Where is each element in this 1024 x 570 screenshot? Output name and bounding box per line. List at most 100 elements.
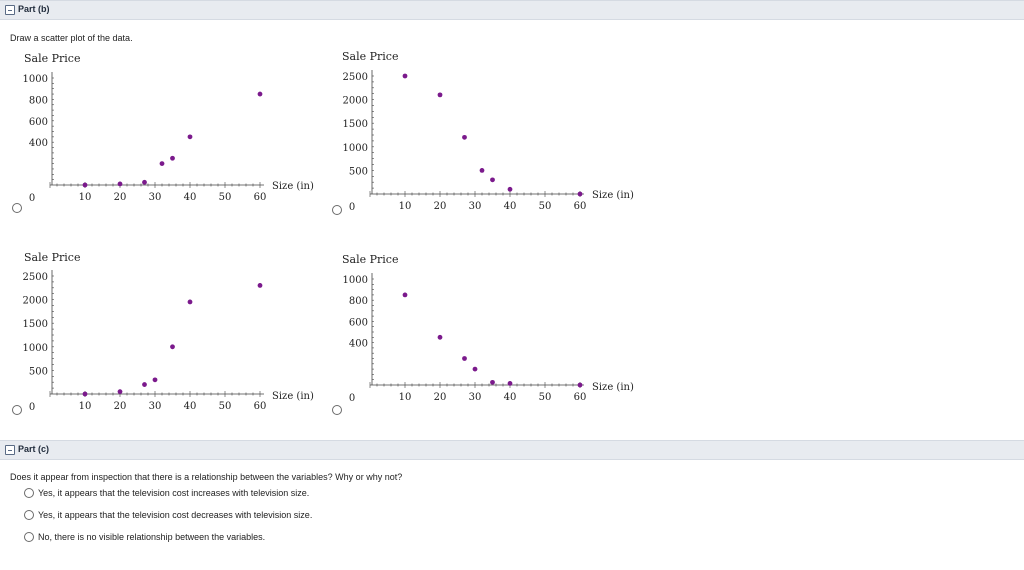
x-tick-label: 20	[434, 201, 447, 212]
y-tick-label: 2500	[343, 72, 368, 83]
part-b-header[interactable]: Part (b)	[0, 0, 1024, 20]
data-point	[472, 366, 478, 372]
data-point	[490, 379, 495, 385]
x-tick-label: 0	[29, 193, 35, 204]
part-b-prompt: Draw a scatter plot of the data.	[10, 33, 133, 43]
data-point	[117, 181, 123, 187]
answer-radio[interactable]	[24, 532, 34, 542]
data-point	[170, 344, 175, 350]
y-tick-label: 600	[29, 117, 48, 128]
y-tick-label: 400	[349, 339, 368, 350]
y-tick-label: 500	[29, 366, 48, 377]
data-point	[152, 377, 158, 383]
data-point	[402, 73, 408, 79]
y-tick-label: 1000	[343, 143, 368, 154]
x-tick-label: 10	[79, 192, 92, 203]
y-tick-label: 1000	[23, 343, 48, 354]
answer-label: Yes, it appears that the television cost…	[38, 510, 313, 520]
data-point	[142, 382, 147, 387]
plot-option-3-radio[interactable]	[12, 405, 22, 415]
y-tick-label: 2000	[343, 96, 368, 107]
x-tick-label: 30	[469, 392, 482, 403]
answer-radio[interactable]	[24, 488, 34, 498]
x-tick-label: 50	[539, 201, 552, 212]
x-tick-label: 20	[114, 192, 127, 203]
x-tick-label: 0	[349, 202, 355, 213]
x-tick-label: 10	[79, 401, 92, 412]
plot-option-2-radio[interactable]	[332, 205, 342, 215]
part-c-title: Part (c)	[18, 444, 50, 454]
y-tick-label: 1500	[343, 119, 368, 130]
data-point	[257, 91, 263, 97]
x-tick-label: 60	[574, 392, 587, 403]
x-tick-label: 50	[219, 192, 232, 203]
data-point	[577, 191, 583, 197]
part-c-header[interactable]: Part (c)	[0, 440, 1024, 460]
plot-option-1-radio[interactable]	[12, 203, 22, 213]
data-point	[577, 382, 583, 388]
y-tick-label: 400	[29, 138, 48, 149]
x-axis-label: Size (in)	[592, 382, 634, 393]
data-point	[479, 168, 485, 173]
y-tick-label: 800	[349, 296, 368, 307]
answer-radio[interactable]	[24, 510, 34, 520]
data-point	[462, 134, 467, 140]
x-tick-label: 10	[399, 201, 412, 212]
data-point	[82, 182, 88, 188]
plot-option-4-radio[interactable]	[332, 405, 342, 415]
collapse-icon[interactable]	[5, 5, 15, 15]
data-point	[462, 356, 467, 361]
data-point	[170, 155, 175, 161]
x-tick-label: 50	[539, 392, 552, 403]
y-tick-label: 1000	[23, 74, 48, 85]
y-axis-label: Sale Price	[24, 251, 80, 264]
data-point	[507, 186, 513, 192]
y-tick-label: 1000	[343, 275, 368, 286]
data-point	[82, 391, 88, 397]
collapse-icon[interactable]	[5, 445, 15, 455]
x-axis-label: Size (in)	[272, 391, 314, 402]
data-point	[507, 381, 513, 386]
y-axis-label: Sale Price	[342, 50, 398, 63]
x-tick-label: 40	[184, 192, 197, 203]
answer-label: Yes, it appears that the television cost…	[38, 488, 310, 498]
x-tick-label: 30	[149, 192, 162, 203]
x-tick-label: 40	[504, 201, 517, 212]
y-tick-label: 800	[29, 95, 48, 106]
data-point	[402, 292, 408, 298]
x-tick-label: 30	[149, 401, 162, 412]
part-c-question: Does it appear from inspection that ther…	[10, 472, 403, 482]
y-tick-label: 1500	[23, 319, 48, 330]
x-tick-label: 10	[399, 392, 412, 403]
answer-label: No, there is no visible relationship bet…	[38, 532, 266, 542]
y-axis-label: Sale Price	[342, 253, 398, 266]
x-tick-label: 20	[114, 401, 127, 412]
part-b-title: Part (b)	[18, 4, 50, 14]
x-tick-label: 60	[574, 201, 587, 212]
data-point	[490, 177, 495, 183]
y-tick-label: 500	[349, 166, 368, 177]
x-tick-label: 30	[469, 201, 482, 212]
x-tick-label: 20	[434, 392, 447, 403]
x-tick-label: 40	[184, 401, 197, 412]
y-tick-label: 600	[349, 317, 368, 328]
x-tick-label: 0	[29, 402, 35, 413]
x-tick-label: 60	[254, 401, 267, 412]
x-tick-label: 40	[504, 392, 517, 403]
y-tick-label: 2000	[23, 296, 48, 307]
data-point	[437, 92, 443, 98]
data-point	[257, 283, 263, 288]
data-point	[142, 179, 147, 185]
y-tick-label: 2500	[23, 272, 48, 283]
y-axis-label: Sale Price	[24, 52, 80, 65]
data-point	[159, 161, 165, 167]
x-tick-label: 60	[254, 192, 267, 203]
x-axis-label: Size (in)	[592, 190, 634, 201]
data-point	[437, 334, 443, 340]
data-point	[187, 134, 193, 140]
x-tick-label: 50	[219, 401, 232, 412]
x-axis-label: Size (in)	[272, 181, 314, 192]
data-point	[117, 389, 123, 395]
data-point	[187, 299, 193, 305]
